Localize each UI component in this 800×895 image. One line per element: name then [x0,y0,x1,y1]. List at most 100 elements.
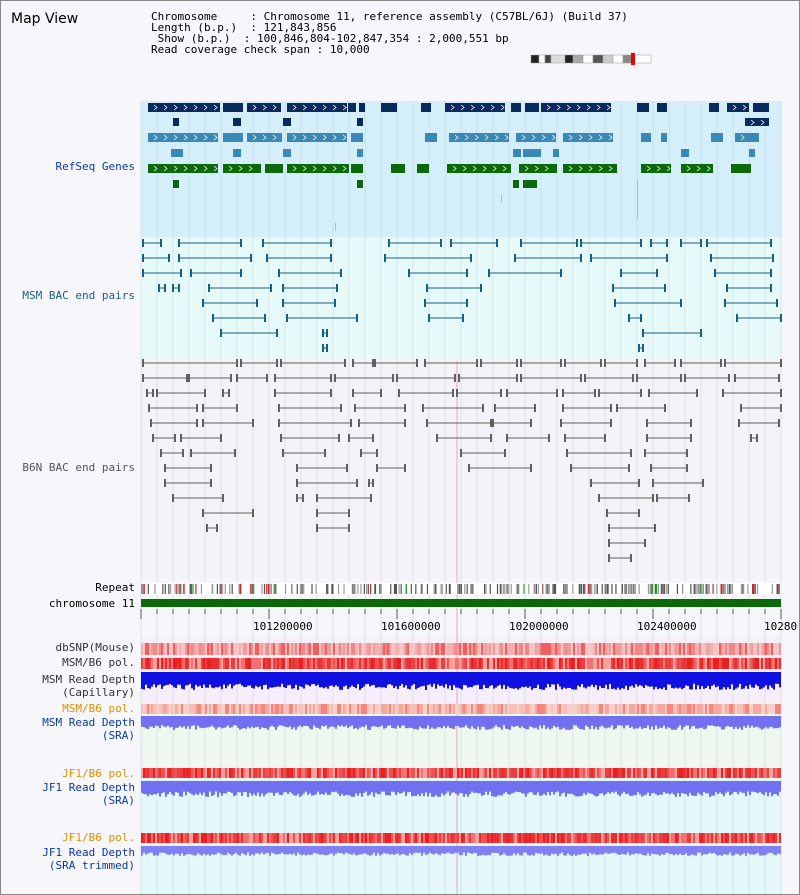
jf1-depth-sra-bar [161,781,163,794]
jf1-depth-trim-bar [779,846,781,855]
repeat-mark [449,584,451,594]
gene-feature [447,164,511,173]
msm-depth-sra-bar [777,716,779,729]
jf1-pol2-heat [737,833,739,843]
msm-depth-sra-bar [709,716,711,726]
msm-depth-cap-bar [385,672,387,688]
msm-depth-sra-bar [591,716,593,726]
bac-end-mark [638,509,640,517]
jf1-depth-trim-bar [411,846,413,856]
jf1-pol2-heat [673,833,675,843]
dbsnp-heat [573,643,575,655]
msm-depth-cap-bar [451,672,453,690]
msm-pol2-heat [393,704,395,714]
jf1-depth-trim-bar [689,846,691,856]
msm-pol2-heat [267,704,269,714]
repeat-mark [721,584,723,594]
jf1-pol-heat [353,768,355,778]
jf1-pol2-heat [161,833,163,843]
msm-pol-heat [683,658,685,669]
msm-pol2-heat [453,704,455,714]
dbsnp-heat [167,643,169,655]
jf1-depth-trim-bar [687,846,689,856]
bac-end-mark [172,494,174,502]
jf1-depth-trim-bar [627,846,629,853]
jf1-pol2-heat [265,833,267,843]
msm-pol-heat [357,658,359,669]
msm-depth-cap-bar [169,672,171,684]
jf1-depth-trim-bar [373,846,375,853]
msm-pol2-heat [343,704,345,714]
gene-strand-mark [524,165,529,172]
bac-end-mark [688,494,690,502]
msm-pol-heat [737,658,739,669]
msm-pol2-heat [631,704,633,714]
jf1-depth-trim-bar [705,846,707,855]
repeat-mark [741,584,743,594]
jf1-depth-sra-bar [199,781,201,793]
dbsnp-heat [561,643,563,655]
bac-end-mark [222,494,224,502]
msm-pol2-heat [587,704,589,714]
msm-pol2-heat [147,704,149,714]
msm-depth-sra-bar [547,716,549,728]
jf1-depth-trim-bar [533,846,535,856]
msm-depth-sra-bar [193,716,195,726]
msm-pol-heat [587,658,589,669]
dbsnp-heat [463,643,465,655]
msm-depth-sra-bar [255,716,257,728]
gene-feature [381,103,397,112]
msm-pol2-heat [235,704,237,714]
msm-depth-sra-bar [165,716,167,728]
dbsnp-heat [767,643,769,655]
jf1-pol-heat [505,768,507,778]
msm-depth-cap-bar [735,672,737,689]
msm-depth-cap-bar [585,672,587,689]
msm-depth-sra-bar [667,716,669,728]
bac-end-mark [206,524,208,532]
dbsnp-heat [209,643,211,655]
jf1-pol-heat [665,768,667,778]
msm-depth-cap-bar [321,672,323,688]
msm-pol2-heat [353,704,355,714]
repeat-mark [390,584,392,594]
bac-end-mark [452,389,454,397]
msm-depth-cap-bar [555,672,557,690]
msm-pol-heat [615,658,617,669]
repeat-mark [638,584,640,594]
bac-end-mark [322,344,324,352]
msm-depth-sra-bar [739,716,741,728]
dbsnp-heat [685,643,687,655]
jf1-depth-sra-bar [259,781,261,797]
jf1-depth-sra-bar [313,781,315,796]
jf1-depth-trim-bar [241,846,243,854]
bac-end-mark [142,254,144,262]
repeat-mark [702,584,704,594]
msm-pol-heat [259,658,261,669]
jf1-depth-sra-bar [153,781,155,795]
jf1-pol2-heat [519,833,521,843]
jf1-pol2-heat [745,833,747,843]
repeat-mark [183,584,185,594]
msm-depth-cap-bar [641,672,643,687]
msm-pol2-heat [645,704,647,714]
jf1-pol-heat [325,768,327,778]
jf1-depth-trim-bar [385,846,387,854]
msm-depth-sra-bar [439,716,441,728]
jf1-pol2-heat [407,833,409,843]
dbsnp-heat [533,643,535,655]
dbsnp-heat [383,643,385,655]
bac-end-mark [264,314,266,322]
jf1-pol2-heat [241,833,243,843]
jf1-pol2-heat [221,833,223,843]
jf1-pol-heat [415,768,417,778]
msm-depth-sra-bar [469,716,471,729]
jf1-pol-heat [161,768,163,778]
msm-pol-heat [309,658,311,669]
msm-depth-cap-bar [313,672,315,684]
repeat-mark [516,584,518,594]
msm-pol2-heat [507,704,509,714]
jf1-depth-trim-bar [591,846,593,855]
dbsnp-heat [619,643,621,655]
